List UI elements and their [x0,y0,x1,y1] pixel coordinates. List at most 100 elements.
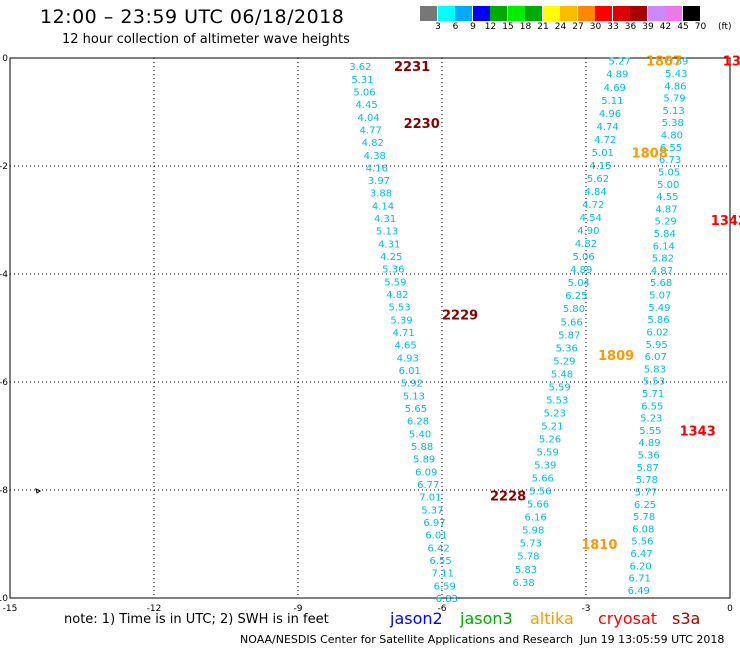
swh-value: 5.27 [608,57,630,68]
swh-value: 6.49 [628,586,650,597]
page-subtitle: 12 hour collection of altimeter wave hei… [62,32,350,47]
swh-value: 4.72 [594,135,616,146]
swh-value: 5.39 [390,315,412,326]
swh-value: 6.14 [653,241,675,252]
legend-label: 27 [572,22,584,32]
swh-value: 5.59 [384,277,406,288]
swh-value: 4.16 [366,163,388,174]
swh-value: 7.11 [432,569,454,580]
swh-value: 5.05 [658,167,680,178]
swh-value: 5.80 [563,304,585,315]
swh-value: 6.20 [629,561,651,572]
swh-value: 5.79 [663,94,685,105]
swh-value: 5.87 [637,463,659,474]
swh-value: 5.36 [637,451,659,462]
legend-swatch [455,6,472,21]
legend-label: 12 [484,22,497,32]
page-title: 12:00 – 23:59 UTC 06/18/2018 [40,6,345,28]
swh-value: 6.08 [632,524,654,535]
legend-swatch [490,6,507,21]
swh-value: 6.25 [565,291,587,302]
lon-tick-label: -15 [3,604,18,614]
swh-value: 4.71 [392,328,414,339]
swh-value: 4.96 [599,109,621,120]
swh-value: 4.90 [577,226,599,237]
legend-label: 9 [470,22,476,32]
swh-value: 5.92 [401,379,423,390]
swh-value: 6.28 [407,417,429,428]
swh-value: 5.62 [587,174,609,185]
swh-value: 5.78 [636,475,658,486]
swh-value: 5.39 [534,461,556,472]
legend-label: 6 [452,22,459,32]
swh-value: 4.82 [575,239,597,250]
lat-tick-label: -4 [0,270,8,280]
pass-time-label: 1342 [711,214,740,229]
swh-value: 4.31 [378,239,400,250]
legend-swatch [577,6,595,21]
swh-value: 4.87 [651,266,673,277]
swh-value: 5.06 [572,252,594,263]
legend-swatch [420,6,437,21]
legend-label: 42 [659,22,672,32]
legend-swatch [595,6,612,21]
swh-value: 6.47 [630,549,652,560]
swh-value: 4.04 [357,113,379,124]
swh-value: 5.83 [515,565,537,576]
swh-value: 4.74 [596,122,618,133]
mission-altika: altika [530,609,574,628]
swh-value: 5.04 [568,278,590,289]
legend-label: 3 [435,22,441,32]
legend-unit: (ft) [718,22,732,32]
swh-value: 5.56 [631,537,653,548]
pass-time-labels: 2231 2230 2229 2228 1807 1808 1809 1810 1342 1343… [394,55,740,553]
swh-value: 4.65 [395,341,417,352]
swh-value: 6.25 [634,500,656,511]
legend-swatch [542,6,560,21]
swh-value: 6.16 [524,513,546,524]
lon-tick-label: -9 [294,604,303,614]
legend-swatch [525,6,542,21]
swh-value: 5.59 [548,382,570,393]
pass-time-label: 2231 [394,60,430,75]
map-grid [9,57,731,599]
mission-s3a: s3a [672,609,701,628]
legend-swatch [665,6,682,21]
pass-time-label: 13 [723,55,740,70]
swh-value: 5.78 [517,552,539,563]
swh-value: 4.14 [372,201,394,212]
swh-value: 5.53 [643,377,665,388]
swh-value: 5.29 [654,217,676,228]
swh-value: 4.93 [397,353,419,364]
footnote: note: 1) Time is in UTC; 2) SWH is in fe… [64,612,329,627]
swh-value: 4.82 [386,290,408,301]
swh-value: 5.36 [556,343,578,354]
swh-value: 5.23 [640,414,662,425]
swh-value: 4.87 [655,204,677,215]
swh-value: 4.89 [606,70,628,81]
swh-value: 5.95 [646,340,668,351]
pass-time-label: 1810 [581,538,617,553]
swh-value: 5.71 [642,389,664,400]
swh-value: 5.13 [376,227,398,238]
swh-value: 4.82 [362,138,384,149]
swh-value: 3.97 [368,176,390,187]
swh-value: 4.86 [664,81,686,92]
swh-value: 5.89 [413,455,435,466]
swh-value: 5.01 [592,148,614,159]
swh-value: 4.72 [582,200,604,211]
swh-value: 5.77 [635,487,657,498]
swh-value: 5.87 [558,330,580,341]
swh-value: 5.48 [551,369,573,380]
swh-value: 6.59 [434,581,456,592]
legend-swatch [507,6,525,21]
swh-value: 5.13 [662,106,684,117]
swh-value: 6.38 [512,578,534,589]
swh-value: 6.97 [423,518,445,529]
swh-value: 5.68 [650,278,672,289]
legend-label: 30 [589,22,602,32]
swh-value: 6.55 [660,143,682,154]
swh-value: 5.00 [657,180,679,191]
swh-value: 6.07 [645,352,667,363]
swh-value: 5.31 [351,75,373,86]
